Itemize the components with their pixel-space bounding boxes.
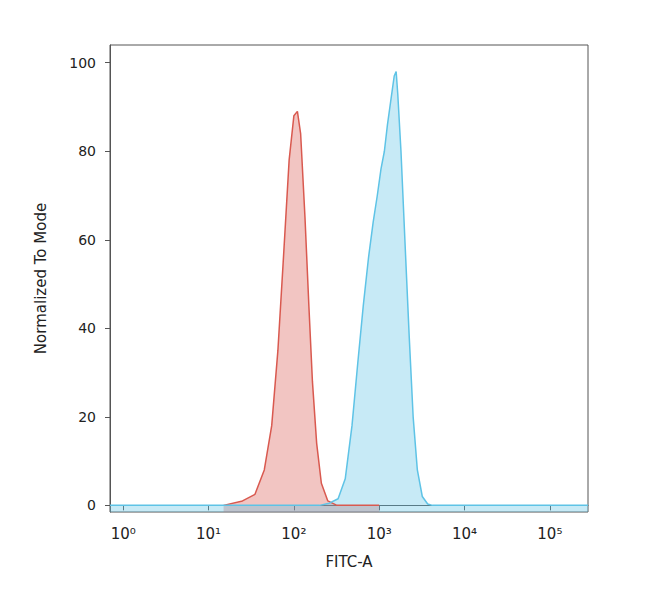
svg-text:10¹: 10¹ — [196, 525, 221, 543]
svg-text:Normalized To Mode: Normalized To Mode — [32, 203, 50, 354]
svg-text:20: 20 — [78, 409, 96, 425]
svg-text:40: 40 — [78, 320, 96, 336]
svg-text:10²: 10² — [281, 525, 306, 543]
svg-text:10⁴: 10⁴ — [452, 525, 477, 543]
svg-text:10³: 10³ — [367, 525, 392, 543]
svg-text:60: 60 — [78, 232, 96, 248]
svg-text:10⁵: 10⁵ — [537, 525, 562, 543]
svg-text:0: 0 — [87, 497, 96, 513]
svg-text:80: 80 — [78, 143, 96, 159]
svg-text:FITC-A: FITC-A — [325, 553, 373, 571]
svg-text:10⁰: 10⁰ — [111, 525, 136, 543]
svg-text:100: 100 — [69, 55, 96, 71]
